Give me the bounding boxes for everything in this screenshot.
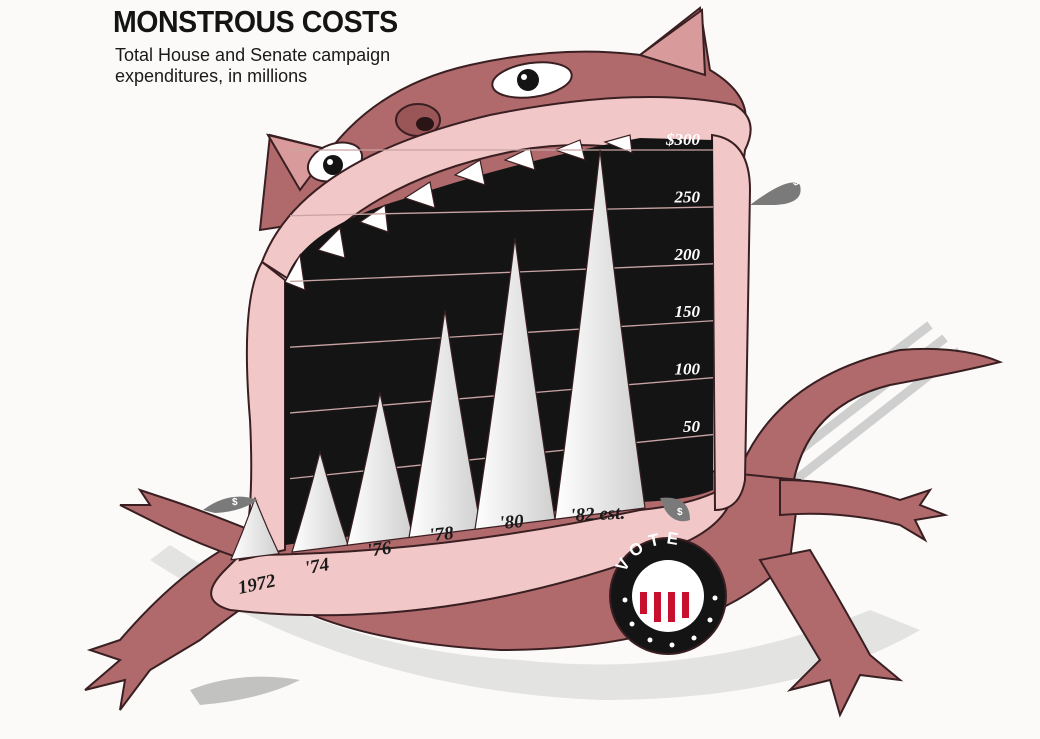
ground-shadow	[150, 545, 920, 700]
x-category-label: '78	[428, 523, 455, 546]
chart-title: MONSTROUS COSTS	[113, 4, 398, 39]
right-front-leg	[758, 548, 904, 718]
svg-text:$: $	[793, 177, 799, 188]
x-category-label: '80	[499, 511, 526, 534]
right-eye-icon	[491, 61, 573, 99]
y-tick-label: 250	[674, 187, 701, 206]
y-tick-label: $300	[665, 130, 701, 149]
x-category-label: '76	[366, 537, 393, 561]
left-rear-arm	[119, 488, 252, 562]
bar-tooth	[408, 309, 482, 539]
coin-drop-gum: $	[660, 497, 690, 522]
coin-drop-left: $	[203, 496, 258, 513]
chart-subtitle: Total House and Senate campaign expendit…	[115, 45, 391, 86]
y-tick-label: 200	[674, 245, 701, 264]
x-category-label: '74	[303, 554, 331, 579]
gridline	[289, 320, 714, 348]
x-category-label: '82 est.	[570, 503, 626, 527]
gridline	[289, 263, 714, 283]
bar-tooth	[346, 392, 414, 546]
coin-drop-right: $	[750, 177, 801, 205]
bar-tooth	[230, 496, 280, 561]
y-tick-label: 50	[683, 417, 701, 436]
y-tick-label: 150	[675, 302, 701, 321]
bar-tooth	[474, 237, 556, 530]
right-ear	[637, 8, 707, 77]
right-cheek	[710, 133, 752, 512]
puddle	[190, 676, 300, 705]
svg-text:$: $	[677, 507, 683, 518]
bar-tooth	[554, 149, 646, 520]
y-tick-label: 100	[675, 360, 701, 379]
bar-tooth	[291, 449, 349, 553]
gridline	[289, 206, 714, 217]
svg-text:$: $	[232, 497, 238, 508]
right-arm	[779, 478, 949, 543]
